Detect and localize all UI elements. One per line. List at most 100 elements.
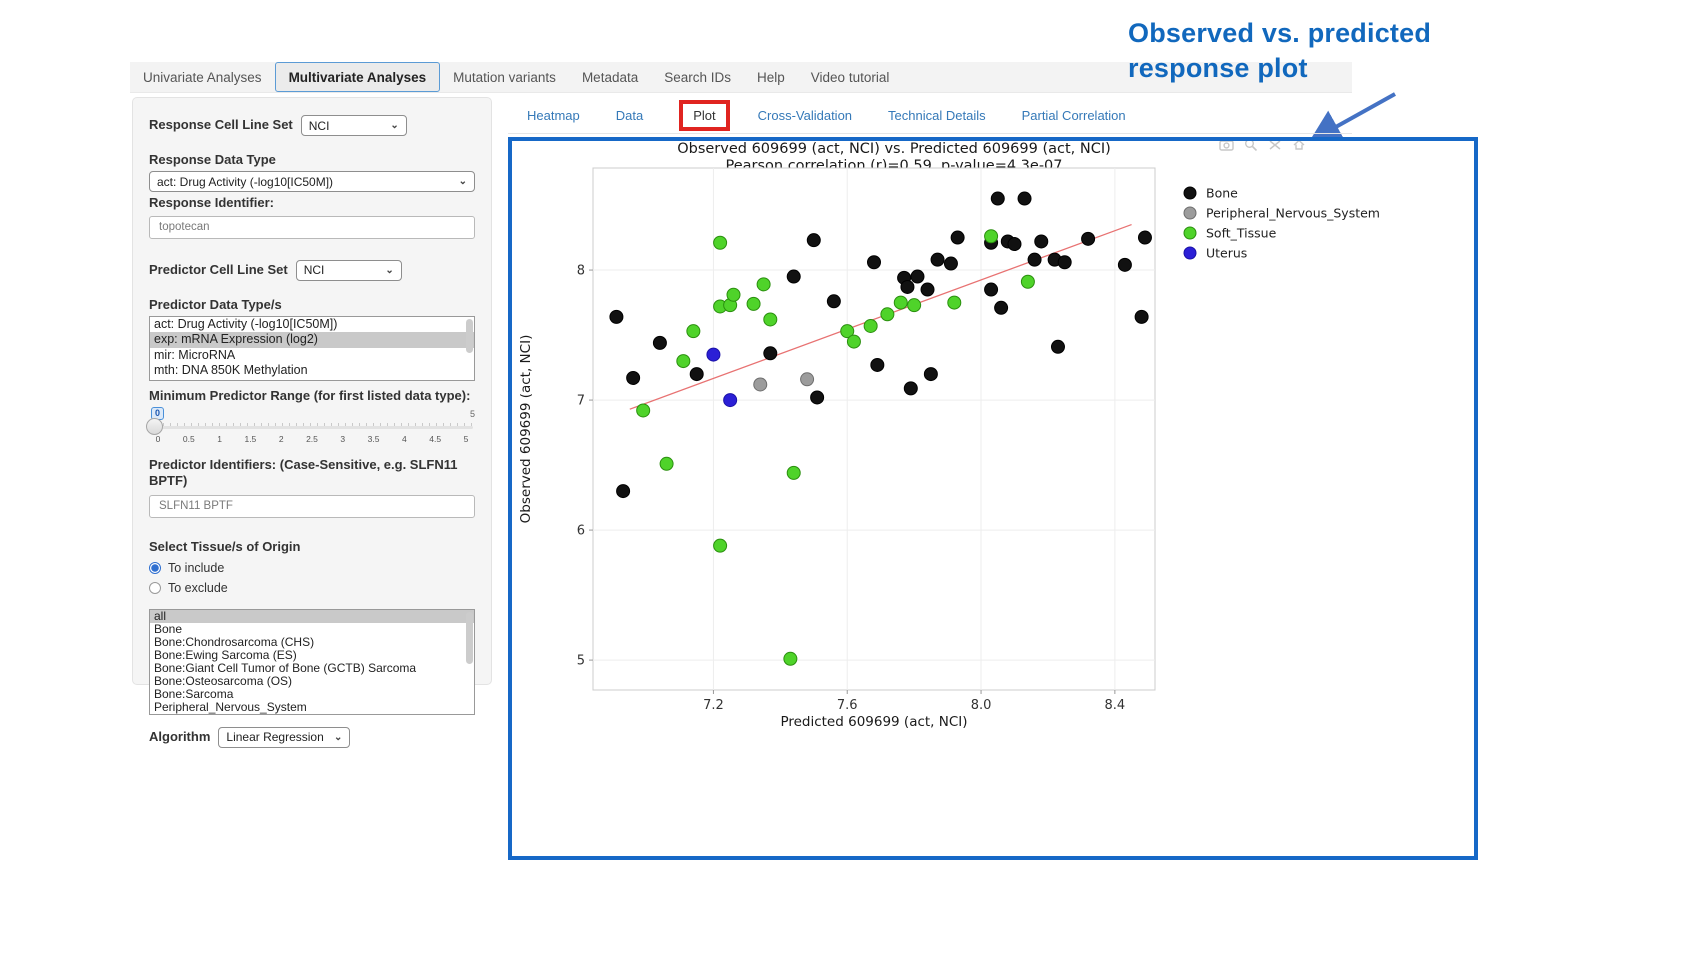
response-cell-line-set-select[interactable]: NCI ⌄ [300,115,407,136]
scatter-point-soft_tissue [840,324,855,339]
regression-line [629,223,1132,410]
legend-marker-uterus[interactable] [1183,246,1197,260]
scatter-point-bone [943,256,958,271]
chart-title: Observed 609699 (act, NCI) vs. Predicted… [677,141,1111,157]
response-data-type-select[interactable]: act: Drug Activity (-log10[IC50M]) ⌄ [149,171,475,193]
list-option[interactable]: all [150,609,474,623]
list-option[interactable]: Bone [154,621,183,636]
camera-icon[interactable] [1219,138,1234,151]
list-option[interactable]: Bone:Sarcoma [154,686,234,701]
result-tab-cross-validation[interactable]: Cross-Validation [757,107,853,123]
scatter-point-soft_tissue [947,295,962,310]
list-option[interactable]: Peripheral_Nervous_System [154,699,307,714]
chevron-down-icon: ⌄ [458,176,467,188]
topnav-tab-help[interactable]: Help [757,69,785,85]
scatter-plot-canvas[interactable]: Observed 609699 (act, NCI) vs. Predicted… [512,141,1472,854]
list-option[interactable]: Bone:Chondrosarcoma (CHS) [154,634,315,649]
scatter-point-bone [652,335,667,350]
slider-tick-label: 4.5 [429,434,442,444]
legend-label-soft_tissue: Soft_Tissue [1206,226,1277,241]
slider-tick-label: 4 [402,434,407,444]
scatter-point-soft_tissue [984,229,999,244]
x-axis-title: Predicted 609699 (act, NCI) [780,714,967,730]
topnav-tab-video-tutorial[interactable]: Video tutorial [810,69,890,85]
response-identifier-label: Response Identifier: [149,195,274,211]
tissue-include-radio[interactable]: To include [149,561,475,575]
response-identifier-input[interactable] [149,215,475,239]
scatter-point-bone [1134,309,1149,324]
scatter-point-bone [826,294,841,309]
y-tick-label: 7 [577,394,585,409]
list-option[interactable]: Bone:Ewing Sarcoma (ES) [154,647,297,662]
topnav-tab-metadata[interactable]: Metadata [581,69,639,85]
predictor-cell-line-set-select[interactable]: NCI ⌄ [295,259,402,281]
legend-marker-soft_tissue[interactable] [1183,226,1197,240]
home-icon[interactable] [1292,138,1306,151]
x-tick-label: 7.2 [703,698,724,713]
slider-tick-label: 2.5 [306,434,318,444]
scatter-point-bone [616,484,631,499]
result-tabs: Heatmap Data Plot Cross-Validation Technical… [527,99,1162,131]
tissue-listbox[interactable]: all Bone Bone:Chondrosarcoma (CHS) Bone:Ewi… [149,608,475,715]
scatter-point-uterus [723,393,738,408]
slider-tick-label: 3 [340,434,346,444]
list-option[interactable]: act: Drug Activity (-log10[IC50M]) [154,316,338,331]
result-tab-data[interactable]: Data [615,107,644,123]
predictor-data-types-listbox[interactable]: act: Drug Activity (-log10[IC50M]) exp: m… [149,315,475,381]
scatter-point-uterus [706,347,721,362]
topnav-tab-mutation-variants[interactable]: Mutation variants [453,69,556,85]
list-option[interactable]: mir: MicroRNA [154,347,236,362]
legend-marker-bone[interactable] [1183,186,1197,200]
response-cell-line-set-label: Response Cell Line Set [149,117,293,133]
slider-tick-label: 1 [217,434,222,444]
legend-label-uterus: Uterus [1206,246,1247,261]
result-tab-partial-correlation[interactable]: Partial Correlation [1021,107,1126,123]
top-navigation: Univariate Analyses Multivariate Analyses… [130,62,1352,93]
scatter-point-soft_tissue [846,334,861,349]
slider-tick-labels: 0 0.5 1 1.5 2 2.5 3 3.5 4 4.5 5 [149,434,475,444]
scrollbar[interactable] [466,318,473,353]
scatter-point-soft_tissue [756,277,771,292]
result-tab-plot[interactable]: Plot [679,99,730,131]
topnav-tab-univariate-analyses[interactable]: Univariate Analyses [143,69,262,85]
tissue-exclude-radio[interactable]: To exclude [149,581,475,595]
slider-tick-label: 3.5 [367,434,380,444]
x-tick-label: 7.6 [837,698,858,713]
algorithm-select[interactable]: Linear Regression ⌄ [218,726,351,748]
scatter-point-soft_tissue [763,312,778,327]
legend-marker-peripheral_nervous_system[interactable] [1183,206,1197,220]
scrollbar[interactable] [466,611,473,664]
result-tab-technical-details[interactable]: Technical Details [888,107,986,123]
scatter-point-peripheral_nervous_system [753,377,768,392]
scatter-point-soft_tissue [713,538,728,553]
slider-tick-label: 5 [463,434,469,444]
scatter-point-soft_tissue [636,403,651,418]
min-predictor-range-slider[interactable]: 0 5 0 0.5 1 1.5 2 2.5 3 3.5 4 4.5 5 [146,407,475,451]
x-tick-label: 8.4 [1105,698,1126,713]
predictor-identifiers-input[interactable] [149,494,475,518]
topnav-tab-multivariate-analyses[interactable]: Multivariate Analyses [274,62,441,92]
annotation-text: Observed vs. predicted response plot [1128,16,1431,86]
y-tick-label: 8 [577,264,585,279]
slider-track[interactable] [146,418,473,435]
scatter-point-bone [990,191,1005,206]
pan-icon[interactable] [1268,138,1282,151]
list-option[interactable]: Bone:Giant Cell Tumor of Bone (GCTB) Sar… [154,660,417,675]
slider-handle[interactable] [146,418,163,435]
slider-tick-label: 0.5 [182,434,195,444]
scatter-point-bone [870,357,885,372]
y-tick-label: 5 [577,654,585,669]
scatter-point-soft_tissue [746,296,761,311]
scatter-point-bone [1007,237,1022,252]
list-option[interactable]: Bone:Osteosarcoma (OS) [154,673,293,688]
scatter-point-bone [900,279,915,294]
list-option[interactable]: exp: mRNA Expression (log2) [150,332,474,348]
result-tab-heatmap[interactable]: Heatmap [527,107,580,123]
scatter-point-peripheral_nervous_system [800,372,815,387]
zoom-icon[interactable] [1244,138,1258,151]
list-option[interactable]: mth: DNA 850K Methylation [154,363,308,378]
topnav-tab-search-ids[interactable]: Search IDs [664,69,732,85]
radio-selected-icon [149,561,161,574]
chevron-down-icon: ⌄ [390,120,399,131]
scatter-point-bone [1050,339,1065,354]
